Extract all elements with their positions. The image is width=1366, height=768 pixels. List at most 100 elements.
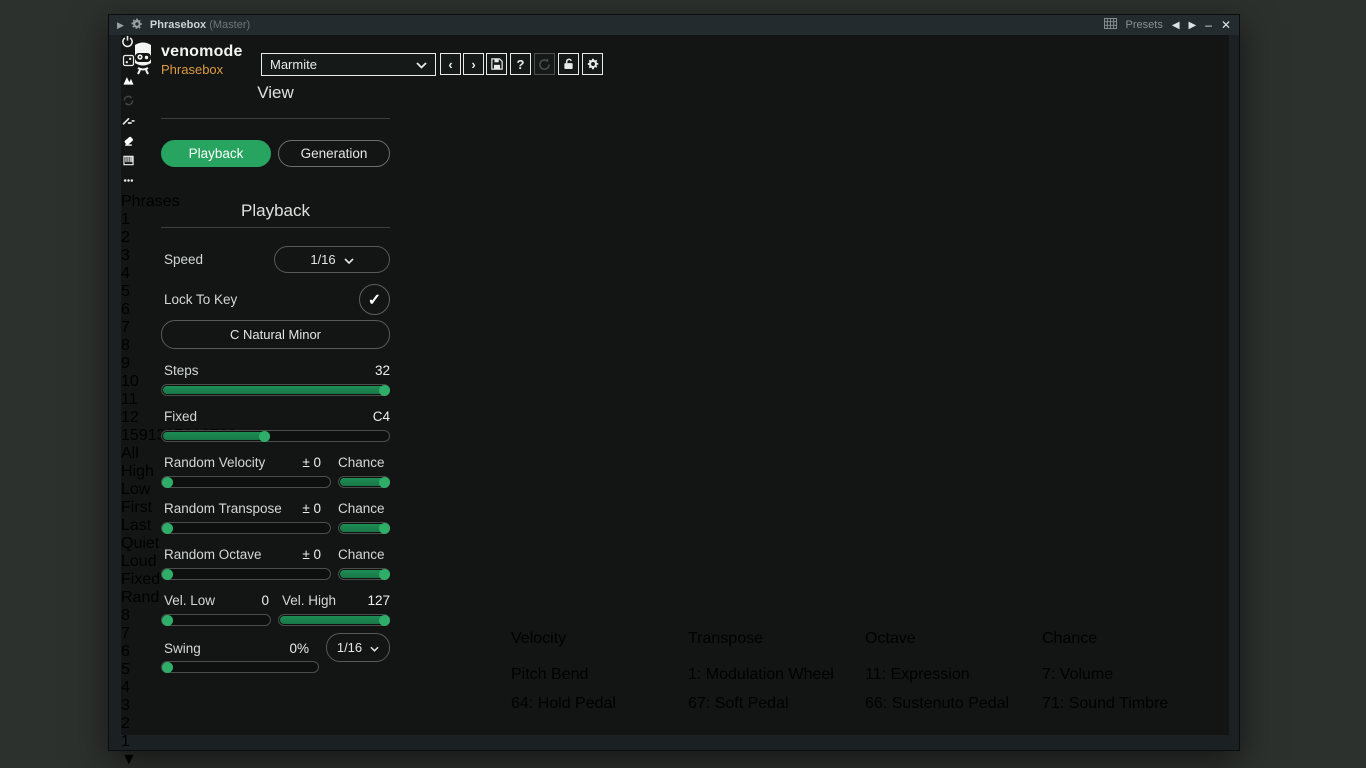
phrase-button-12[interactable]: 12 [121, 409, 139, 426]
row-label: 6 [121, 643, 130, 660]
eraser-button[interactable] [121, 133, 1229, 153]
lane-tab-velocity[interactable]: Velocity [511, 630, 567, 647]
lock-to-key-label: Lock To Key [164, 292, 238, 307]
slider-thumb[interactable] [379, 523, 390, 534]
more-options-button[interactable] [121, 173, 1229, 193]
phrase-button-9[interactable]: 9 [121, 355, 130, 372]
keyboard-grid-icon[interactable] [1103, 18, 1117, 32]
steps-slider[interactable] [161, 384, 390, 396]
window-title: Phrasebox (Master) [149, 19, 251, 31]
save-button[interactable] [486, 53, 507, 75]
draw-mountain-button[interactable] [121, 73, 1229, 93]
slider-thumb[interactable] [162, 662, 173, 673]
slider-thumb[interactable] [379, 385, 390, 396]
phrase-button-5[interactable]: 5 [121, 283, 130, 300]
row-label: 2 [121, 715, 130, 732]
presets-label[interactable]: Presets [1125, 19, 1163, 31]
random-octave-chance-slider[interactable] [338, 568, 390, 580]
swing-slider[interactable] [161, 661, 319, 673]
vel-low-slider[interactable] [161, 614, 271, 626]
tab-playback[interactable]: Playback [161, 140, 271, 167]
lane-tab-octave[interactable]: Octave [865, 630, 916, 647]
regenerate-button[interactable] [121, 93, 1229, 113]
note[interactable]: ▼ [121, 751, 229, 768]
phrase-button-4[interactable]: 4 [121, 265, 130, 282]
phrase-button-6[interactable]: 6 [121, 301, 130, 318]
refresh-button[interactable] [534, 53, 555, 75]
random-velocity-slider[interactable] [161, 476, 331, 488]
lane-tab-71-sound-timbre[interactable]: 71: Sound Timbre [1042, 695, 1169, 712]
power-button[interactable] [121, 35, 1229, 53]
phrase-button-2[interactable]: 2 [121, 229, 130, 246]
venomode-logo-icon [129, 41, 157, 77]
slider-thumb[interactable] [162, 477, 173, 488]
lock-button[interactable] [558, 53, 579, 75]
help-button[interactable]: ? [510, 53, 531, 75]
speed-dropdown[interactable]: 1/16 [274, 246, 390, 273]
col-label: 5 [129, 427, 139, 444]
random-velocity-chance-slider[interactable] [338, 476, 390, 488]
key-select-button[interactable]: C Natural Minor [161, 320, 390, 349]
phrase-button-7[interactable]: 7 [121, 319, 130, 336]
lane-tab-pitch-bend[interactable]: Pitch Bend [511, 666, 589, 683]
swing-grid-dropdown[interactable]: 1/16 [326, 633, 390, 662]
slider-fill [340, 524, 390, 532]
steps-value: 32 [374, 363, 390, 378]
close-button[interactable]: ✕ [1220, 18, 1231, 32]
random-octave-slider[interactable] [161, 568, 331, 580]
tab-generation[interactable]: Generation [278, 140, 390, 167]
next-preset-arrow-icon[interactable]: ▶ [1188, 19, 1197, 31]
slider-thumb[interactable] [162, 615, 173, 626]
prev-preset-arrow-icon[interactable]: ◀ [1171, 19, 1180, 31]
row-label: 1 [121, 733, 130, 750]
lane-tab-64-hold-pedal[interactable]: 64: Hold Pedal [511, 695, 616, 712]
vel-high-slider[interactable] [278, 614, 390, 626]
fixed-label: Fixed [164, 409, 198, 424]
preset-combobox[interactable]: Marmite [261, 53, 436, 76]
lane-tab-7-volume[interactable]: 7: Volume [1042, 666, 1114, 683]
fixed-slider[interactable] [161, 430, 390, 442]
phrase-button-8[interactable]: 8 [121, 337, 130, 354]
phrase-button-1[interactable]: 1 [121, 211, 130, 228]
swing-label: Swing [164, 641, 201, 656]
slider-thumb[interactable] [259, 431, 270, 442]
phrase-buttons: 1 2 3 4 5 6 7 8 9 10 11 12 [121, 211, 1229, 427]
view-section-title: View [257, 83, 294, 102]
expand-arrow-icon[interactable]: ▶ [117, 19, 124, 30]
lane-tab-11-expression[interactable]: 11: Expression [865, 666, 970, 683]
random-transpose-chance-slider[interactable] [338, 522, 390, 534]
slider-thumb[interactable] [379, 615, 390, 626]
slider-thumb[interactable] [162, 523, 173, 534]
lock-to-key-checkbox[interactable]: ✓ [359, 284, 390, 315]
slider-thumb[interactable] [162, 569, 173, 580]
lane-tab-66-sustenuto-pedal[interactable]: 66: Sustenuto Pedal [865, 695, 1010, 712]
titlebar-gear-icon[interactable] [131, 18, 143, 33]
vel-high-value: 127 [367, 593, 390, 608]
row-label: 7 [121, 625, 130, 642]
next-preset-button[interactable]: › [463, 53, 484, 75]
lane-tab-67-soft-pedal[interactable]: 67: Soft Pedal [688, 695, 789, 712]
minimize-button[interactable]: – [1205, 18, 1212, 32]
prev-preset-button[interactable]: ‹ [440, 53, 461, 75]
lane-tab-chance[interactable]: Chance [1042, 630, 1098, 647]
row-label: High [121, 463, 154, 480]
dice-button[interactable] [121, 53, 1229, 73]
lane-tab-transpose[interactable]: Transpose [688, 630, 763, 647]
random-octave-label: Random Octave [164, 547, 262, 562]
random-octave-chance-label: Chance [338, 547, 385, 562]
lane-tab-1-modulation-wheel[interactable]: 1: Modulation Wheel [688, 666, 834, 683]
piano-roll-button[interactable] [121, 153, 1229, 173]
product-name: Phrasebox [161, 62, 224, 77]
row-label: 3 [121, 697, 130, 714]
settings-button[interactable] [582, 53, 603, 75]
phrase-button-11[interactable]: 11 [121, 391, 138, 408]
random-transpose-slider[interactable] [161, 522, 331, 534]
legato-slide-button[interactable] [121, 113, 1229, 133]
slider-fill [340, 570, 390, 578]
plugin-surface: venomode Phrasebox Marmite ‹ › ? View [121, 35, 1229, 768]
slider-thumb[interactable] [379, 569, 390, 580]
phrase-button-3[interactable]: 3 [121, 247, 130, 264]
phrase-button-10[interactable]: 10 [121, 373, 139, 390]
chevron-down-icon [344, 252, 354, 267]
slider-thumb[interactable] [379, 477, 390, 488]
